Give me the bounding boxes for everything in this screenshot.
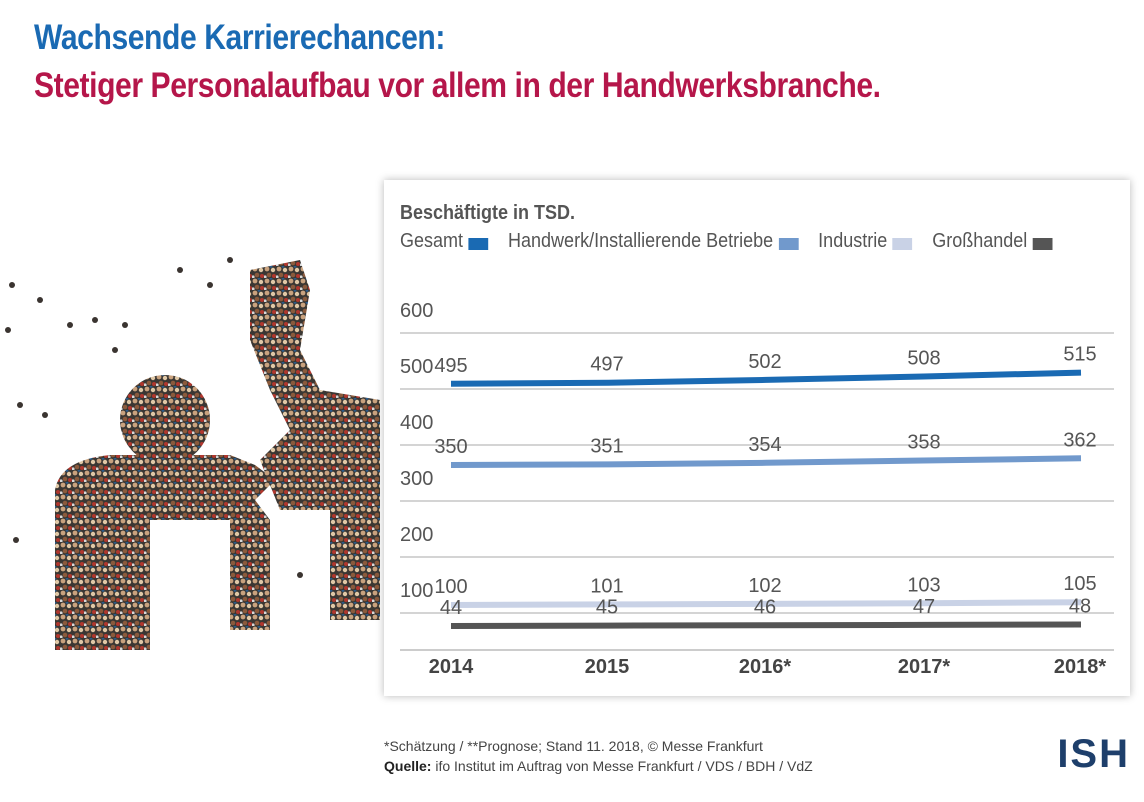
y-axis-ticks: 100 200 300 400 500 600 — [400, 300, 433, 602]
legend-label-industrie: Industrie — [818, 230, 888, 252]
data-label-2-3: 103 — [907, 574, 940, 596]
data-label-1-1: 351 — [590, 435, 623, 457]
y-tick-100: 100 — [400, 580, 433, 602]
footnote-estimate: *Schätzung / **Prognose; Stand 11. 2018,… — [384, 738, 763, 754]
series-line-3 — [450, 621, 1082, 629]
x-tick-2: 2016* — [739, 656, 791, 678]
page-title: Wachsende Karrierechancen: — [34, 18, 445, 57]
data-label-1-0: 350 — [434, 436, 467, 458]
footnote: *Schätzung / **Prognose; Stand 11. 2018,… — [384, 736, 813, 776]
x-tick-3: 2017* — [898, 656, 950, 678]
crowd-figure-illustration — [5, 257, 380, 650]
legend-item-industrie: Industrie — [818, 230, 913, 253]
data-label-1-2: 354 — [748, 434, 781, 456]
scattered-people — [5, 257, 303, 578]
legend-item-gesamt: Gesamt — [400, 230, 489, 253]
x-axis-ticks: 2014 2015 2016* 2017* 2018* — [429, 656, 1107, 678]
page-subtitle: Stetiger Personalaufbau vor allem in der… — [34, 66, 881, 105]
series-line-1 — [450, 455, 1082, 468]
line-chart: 495 497 502 508 515 350 351 354 358 362 100 101 102 1… — [400, 300, 1114, 678]
data-label-3-1: 45 — [596, 597, 618, 619]
data-label-1-4: 362 — [1063, 429, 1096, 451]
series-line-0 — [450, 369, 1082, 387]
legend-swatch-handwerk — [778, 237, 799, 250]
legend-item-grosshandel: Großhandel — [932, 230, 1053, 253]
y-tick-300: 300 — [400, 468, 433, 490]
y-tick-400: 400 — [400, 412, 433, 434]
sitting-figure-shape — [55, 260, 380, 650]
chart-card: 495 497 502 508 515 350 351 354 358 362 100 101 102 1… — [384, 180, 1130, 696]
source-text: ifo Institut im Auftrag von Messe Frankf… — [431, 758, 813, 774]
data-label-2-0: 100 — [434, 576, 467, 598]
chart-title: Beschäftigte in TSD. — [400, 202, 576, 224]
x-tick-1: 2015 — [585, 656, 630, 678]
data-label-0-3: 508 — [907, 348, 940, 370]
data-label-1-3: 358 — [907, 432, 940, 454]
y-tick-600: 600 — [400, 300, 433, 322]
data-labels: 495 497 502 508 515 350 351 354 358 362 100 101 102 1… — [434, 344, 1096, 619]
title-block: Wachsende Karrierechancen: Stetiger Pers… — [34, 14, 1018, 110]
legend-item-handwerk: Handwerk/Installierende Betriebe — [508, 230, 799, 253]
data-label-0-2: 502 — [748, 351, 781, 373]
footnote-source: Quelle: ifo Institut im Auftrag von Mess… — [384, 756, 813, 776]
series-lines — [450, 369, 1082, 629]
legend-swatch-grosshandel — [1032, 237, 1053, 250]
source-label: Quelle: — [384, 758, 432, 774]
legend-label-gesamt: Gesamt — [400, 230, 464, 252]
y-tick-200: 200 — [400, 524, 433, 546]
x-tick-4: 2018* — [1054, 656, 1106, 678]
data-label-2-2: 102 — [748, 575, 781, 597]
x-tick-0: 2014 — [429, 656, 474, 678]
data-label-0-1: 497 — [590, 354, 623, 376]
legend-label-handwerk: Handwerk/Installierende Betriebe — [508, 230, 774, 252]
data-label-0-0: 495 — [434, 355, 467, 377]
legend-swatch-gesamt — [468, 237, 489, 250]
data-label-2-4: 105 — [1063, 573, 1096, 595]
data-label-2-1: 101 — [590, 575, 623, 597]
legend-label-grosshandel: Großhandel — [932, 230, 1028, 252]
data-label-3-3: 47 — [913, 596, 935, 618]
legend-swatch-industrie — [892, 237, 913, 250]
y-tick-500: 500 — [400, 356, 433, 378]
chart-legend: Gesamt Handwerk/Installierende Betriebe … — [400, 230, 1053, 253]
data-label-3-0: 44 — [440, 597, 462, 619]
series-line-2 — [450, 599, 1082, 608]
data-label-3-2: 46 — [754, 596, 776, 618]
data-label-0-4: 515 — [1063, 344, 1096, 366]
ish-logo: ISH — [1057, 732, 1130, 776]
grid-lines — [400, 332, 1114, 651]
data-label-3-4: 48 — [1069, 596, 1091, 618]
